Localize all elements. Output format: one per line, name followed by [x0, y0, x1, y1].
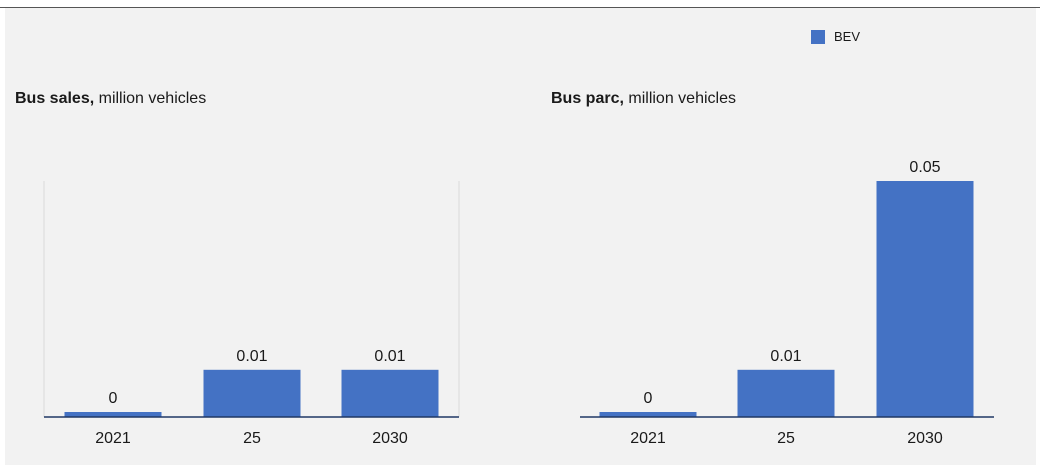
chart-title-main: Bus sales,	[15, 90, 95, 107]
x-tick-label: 25	[777, 430, 795, 447]
bar-2021	[64, 412, 162, 417]
data-label: 0	[109, 390, 118, 407]
chart-title-unit: million vehicles	[98, 90, 207, 107]
legend-swatch-bev	[811, 29, 825, 44]
legend-label-bev: BEV	[834, 29, 861, 44]
x-tick-label: 25	[243, 430, 261, 447]
data-label: 0.05	[909, 159, 940, 176]
bar-2030	[341, 369, 439, 417]
data-label: 0.01	[374, 348, 405, 365]
top-divider	[0, 7, 1040, 8]
data-label: 0.01	[236, 348, 267, 365]
chart-title-bus-parc: Bus parc, million vehicles	[551, 90, 736, 108]
x-tick-label: 2030	[907, 430, 943, 447]
bar-25	[737, 369, 835, 417]
chart-title-unit: million vehicles	[628, 90, 736, 107]
legend: BEV	[811, 29, 860, 44]
bar-2030	[876, 181, 974, 417]
data-label: 0.01	[770, 348, 801, 365]
bar-2021	[599, 412, 697, 417]
x-tick-label: 2021	[630, 430, 666, 447]
chart-title-bus-sales: Bus sales, million vehicles	[15, 90, 206, 108]
chart-title-main: Bus parc,	[551, 90, 624, 107]
x-tick-label: 2030	[372, 430, 408, 447]
chart-panel	[5, 8, 1036, 465]
bar-25	[203, 369, 301, 417]
data-label: 0	[644, 390, 653, 407]
x-tick-label: 2021	[95, 430, 131, 447]
